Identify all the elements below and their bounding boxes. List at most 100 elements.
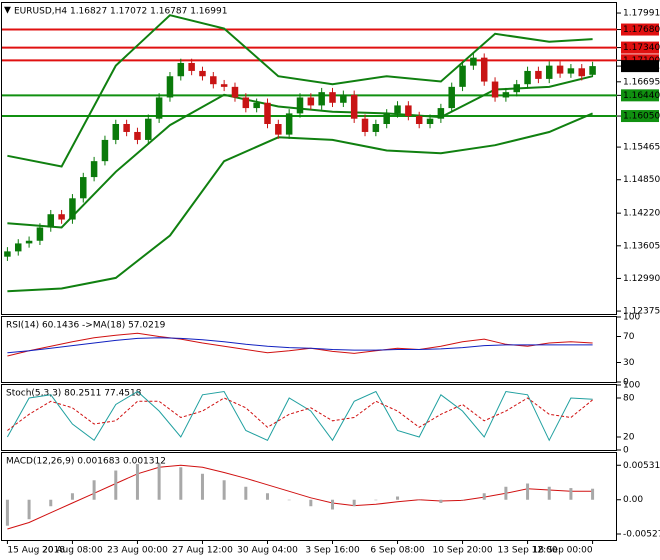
candle-body: [112, 124, 120, 140]
macd-panel: [1, 452, 617, 541]
candle-body: [242, 97, 250, 109]
candle-body: [350, 94, 358, 119]
histogram-bar: [114, 470, 118, 500]
candle-body: [361, 118, 369, 132]
histogram-bar: [331, 499, 335, 510]
y-tick-label: 100: [623, 381, 640, 391]
rsi-panel: [1, 316, 617, 383]
candle-body: [545, 65, 553, 79]
candle-body: [69, 198, 76, 220]
candle-body: [556, 65, 564, 74]
candle-body: [4, 251, 11, 257]
x-tick-label: 13 Sep 12:00: [498, 546, 558, 556]
candle-body: [90, 161, 98, 178]
y-tick-label: 1.12990: [623, 274, 660, 284]
x-tick-label: 18 Sep 00:00: [533, 546, 593, 556]
candle-body: [437, 108, 445, 119]
candle-body: [502, 92, 510, 98]
candle-body: [415, 116, 423, 125]
candle-body: [524, 70, 531, 85]
histogram-bar: [244, 486, 248, 500]
histogram-bar: [526, 483, 530, 500]
x-tick-label: 20 Aug 08:00: [42, 546, 103, 556]
histogram-bar: [49, 499, 53, 507]
histogram-bar: [439, 499, 443, 503]
histogram-bar: [135, 464, 139, 500]
candle-body: [567, 68, 575, 74]
candle-body: [480, 57, 488, 82]
x-tick-label: 3 Sep 16:00: [305, 546, 360, 556]
x-tick-label: 6 Sep 08:00: [370, 546, 425, 556]
candle-body: [220, 84, 228, 87]
price-label-box: [621, 89, 659, 102]
y-tick-label: 1.16695: [623, 77, 660, 87]
candle-body: [15, 243, 22, 252]
histogram-bar: [179, 467, 183, 500]
y-tick-label: 1.15465: [623, 143, 660, 153]
histogram-bar: [374, 499, 378, 501]
y-tick-label: 0.005311: [623, 461, 660, 471]
y-tick-label: 0.00: [623, 495, 643, 505]
candle-body: [199, 70, 206, 77]
main-panel: [1, 2, 617, 315]
candle-body: [470, 57, 477, 66]
y-tick-label: 70: [623, 332, 635, 342]
y-tick-label: 1.12375: [623, 307, 660, 317]
histogram-bar: [287, 499, 291, 501]
histogram-bar: [547, 486, 551, 500]
candle-body: [578, 68, 585, 77]
candle-body: [491, 81, 499, 98]
candle-body: [285, 113, 293, 135]
histogram-bar: [396, 496, 400, 500]
histogram-bar: [482, 493, 486, 500]
y-tick-label: -0.005275: [623, 529, 660, 539]
y-tick-label: 80: [623, 394, 635, 404]
candle-body: [253, 102, 260, 109]
indicator-line: [7, 464, 593, 530]
candle-body: [210, 76, 217, 85]
histogram-bar: [70, 493, 74, 500]
indicator-line: [7, 397, 593, 431]
y-tick-label: 0: [623, 378, 629, 388]
menu-arrow[interactable]: ▼: [4, 6, 11, 16]
histogram-bar: [5, 499, 9, 526]
histogram-bar: [27, 499, 31, 520]
x-tick-label: 23 Aug 00:00: [107, 546, 168, 556]
histogram-bar: [417, 499, 421, 501]
indicator-line: [7, 112, 593, 293]
candle-body: [329, 92, 336, 103]
y-tick-label: 1.14850: [623, 175, 660, 185]
candle-body: [296, 97, 304, 114]
candle-body: [101, 139, 109, 162]
y-tick-label: 1.14220: [623, 209, 660, 219]
candle-body: [123, 124, 130, 132]
y-tick-label: 1.16991: [623, 62, 660, 72]
x-tick-label: 30 Aug 04:00: [237, 546, 298, 556]
panel-title: RSI(14) 60.1436 ->MA(18) 57.0219: [6, 321, 166, 331]
panel-title: Stoch(5,3,3) 80.2511 77.4518: [6, 389, 142, 399]
candle-body: [155, 97, 163, 119]
histogram-bar: [461, 499, 465, 501]
x-tick-label: 10 Sep 20:00: [433, 546, 493, 556]
candle-body: [405, 105, 412, 117]
candle-body: [275, 124, 282, 135]
candle-body: [589, 66, 596, 75]
candle-body: [188, 62, 195, 71]
y-tick-label: 1.17991: [623, 9, 660, 19]
y-tick-label: 1.13605: [623, 241, 660, 251]
candle-body: [231, 86, 239, 98]
x-tick-label: 15 Aug 2018: [7, 546, 65, 556]
candle-body: [25, 240, 33, 244]
price-label-box: [621, 23, 659, 36]
candle-body: [394, 105, 401, 114]
candle-body: [318, 92, 325, 106]
candle-body: [264, 102, 271, 125]
y-tick-label: 100: [623, 313, 640, 323]
histogram-bar: [222, 480, 226, 500]
candle-body: [459, 65, 466, 87]
stoch-panel: [1, 384, 617, 451]
histogram-bar: [569, 488, 573, 500]
y-tick-label: 30: [623, 358, 635, 368]
candle-body: [145, 118, 152, 140]
